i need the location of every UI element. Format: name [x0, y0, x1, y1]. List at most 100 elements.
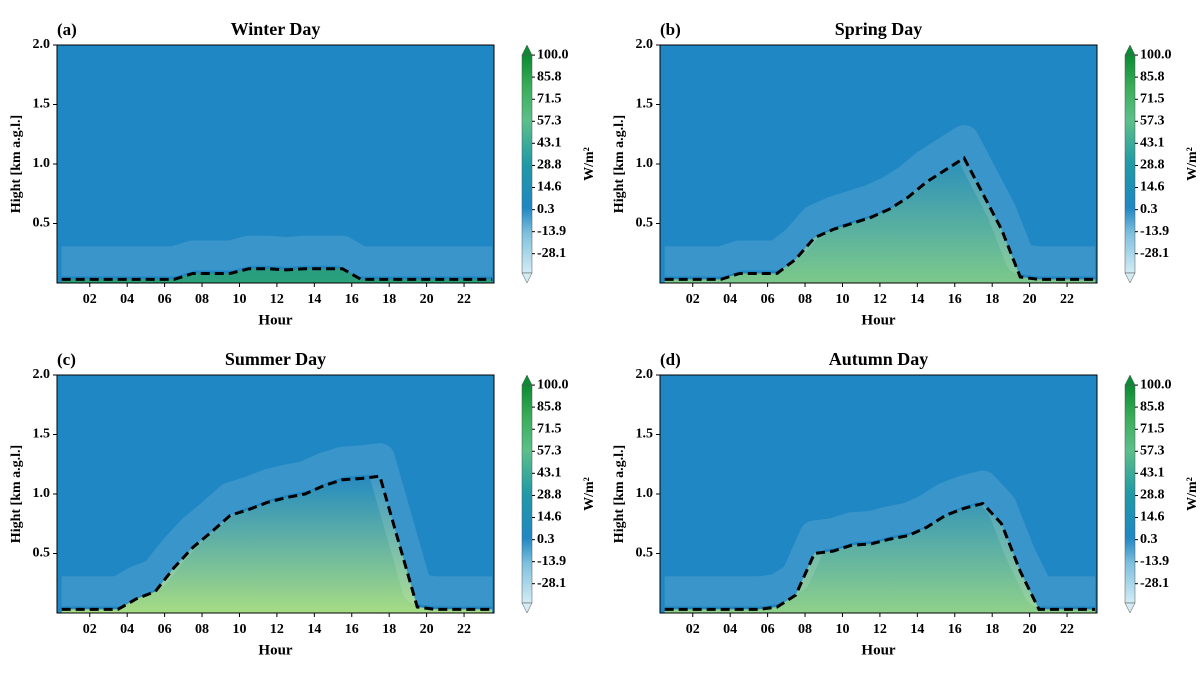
colorbar-label: W/m² [582, 477, 597, 511]
colorbar-tick-label: 14.6 [1140, 180, 1165, 195]
y-tick-label: 2.0 [636, 37, 654, 52]
colorbar-tick-label: 43.1 [537, 136, 562, 151]
y-tick-label: 0.5 [33, 216, 51, 231]
boundary-layer-line [664, 501, 1096, 611]
boundary-layer-line [664, 155, 1096, 281]
x-tick-label: 04 [120, 622, 134, 637]
panel-label: (d) [660, 350, 681, 369]
x-tick-label: 12 [270, 622, 284, 637]
x-tick-label: 10 [835, 292, 849, 307]
colorbar-tick-label: 43.1 [1140, 466, 1165, 481]
x-tick-label: 14 [910, 292, 924, 307]
x-tick-label: 18 [382, 622, 396, 637]
x-tick-label: 14 [307, 292, 321, 307]
colorbar-extend-bottom [1124, 272, 1136, 284]
y-tick-label: 1.5 [636, 97, 654, 112]
colorbar-tick-label: 57.3 [1140, 114, 1165, 129]
x-tick-label: 22 [1060, 292, 1074, 307]
x-tick-label: 20 [420, 622, 434, 637]
chart-title: Autumn Day [829, 349, 929, 369]
x-tick-label: 10 [835, 622, 849, 637]
x-tick-label: 22 [457, 622, 471, 637]
colorbar-tick-label: 14.6 [537, 180, 562, 195]
colorbar-tick-label: -28.1 [1140, 576, 1169, 591]
chart-title: Spring Day [835, 19, 923, 39]
colorbar-tick-label: -28.1 [537, 246, 566, 261]
panel-label: (b) [660, 20, 681, 39]
colorbar-tick-label: 100.0 [537, 377, 569, 392]
y-tick-label: 1.5 [33, 97, 51, 112]
x-tick-label: 02 [83, 622, 97, 637]
x-tick-label: 08 [195, 292, 209, 307]
boundary-layer-line [61, 474, 493, 611]
colorbar-tick-label: 85.8 [537, 399, 562, 414]
colorbar-tick-label: -28.1 [1140, 246, 1169, 261]
x-tick-label: 10 [232, 292, 246, 307]
y-axis-label: Hight [km a.g.l.] [9, 445, 24, 543]
colorbar-tick-label: -13.9 [1140, 554, 1169, 569]
colorbar [521, 384, 533, 604]
colorbar-extend-top [1124, 374, 1136, 386]
colorbar-tick-label: -13.9 [1140, 224, 1169, 239]
x-tick-label: 08 [195, 622, 209, 637]
colorbar-tick-label: 57.3 [537, 444, 562, 459]
colorbar-tick-label: 14.6 [537, 510, 562, 525]
x-tick-label: 20 [1023, 292, 1037, 307]
x-tick-label: 16 [948, 292, 962, 307]
y-tick-label: 1.0 [636, 156, 654, 171]
colorbar-tick-label: 57.3 [537, 114, 562, 129]
y-axis-label: Hight [km a.g.l.] [612, 115, 627, 213]
x-tick-label: 16 [948, 622, 962, 637]
colorbar-label: W/m² [1185, 147, 1200, 181]
x-tick-label: 18 [985, 622, 999, 637]
x-tick-label: 20 [420, 292, 434, 307]
x-tick-label: 02 [686, 622, 700, 637]
colorbar-tick-label: 28.8 [537, 158, 562, 173]
colorbar-tick-label: 0.3 [1140, 532, 1158, 547]
y-tick-label: 2.0 [636, 367, 654, 382]
x-tick-label: 12 [873, 622, 887, 637]
colorbar-extend-top [1124, 44, 1136, 56]
x-axis-label: Hour [258, 642, 293, 658]
x-tick-label: 14 [910, 622, 924, 637]
x-tick-label: 08 [798, 622, 812, 637]
y-tick-label: 2.0 [33, 367, 51, 382]
colorbar-tick-label: 28.8 [537, 488, 562, 503]
colorbar-tick-label: 71.5 [537, 421, 562, 436]
colorbar-tick-label: 43.1 [1140, 136, 1165, 151]
x-axis-label: Hour [861, 642, 896, 658]
colorbar-tick-label: -28.1 [537, 576, 566, 591]
x-tick-label: 06 [158, 292, 172, 307]
panel-label: (c) [57, 350, 76, 369]
boundary-layer-line [61, 267, 493, 281]
colorbar-tick-label: 71.5 [1140, 421, 1165, 436]
x-tick-label: 16 [345, 292, 359, 307]
x-tick-label: 04 [723, 622, 737, 637]
colorbar-extend-bottom [1124, 602, 1136, 614]
y-axis-label: Hight [km a.g.l.] [612, 445, 627, 543]
x-tick-label: 22 [457, 292, 471, 307]
entrainment-band [61, 443, 493, 607]
x-tick-label: 14 [307, 622, 321, 637]
x-axis-label: Hour [861, 312, 896, 328]
x-tick-label: 18 [382, 292, 396, 307]
x-tick-label: 18 [985, 292, 999, 307]
colorbar-tick-label: 100.0 [1140, 377, 1172, 392]
x-tick-label: 02 [686, 292, 700, 307]
field-fill [664, 503, 1096, 613]
colorbar-tick-label: 85.8 [1140, 69, 1165, 84]
chart-title: Summer Day [225, 349, 326, 369]
y-axis-label: Hight [km a.g.l.] [9, 115, 24, 213]
colorbar-tick-label: -13.9 [537, 224, 566, 239]
colorbar-extend-bottom [521, 272, 533, 284]
x-tick-label: 16 [345, 622, 359, 637]
colorbar-tick-label: 0.3 [537, 202, 555, 217]
x-tick-label: 04 [723, 292, 737, 307]
colorbar-tick-label: 100.0 [1140, 47, 1172, 62]
colorbar-tick-label: 85.8 [1140, 399, 1165, 414]
y-tick-label: 1.5 [636, 427, 654, 442]
x-tick-label: 04 [120, 292, 134, 307]
colorbar [1124, 384, 1136, 604]
colorbar-tick-label: 100.0 [537, 47, 569, 62]
